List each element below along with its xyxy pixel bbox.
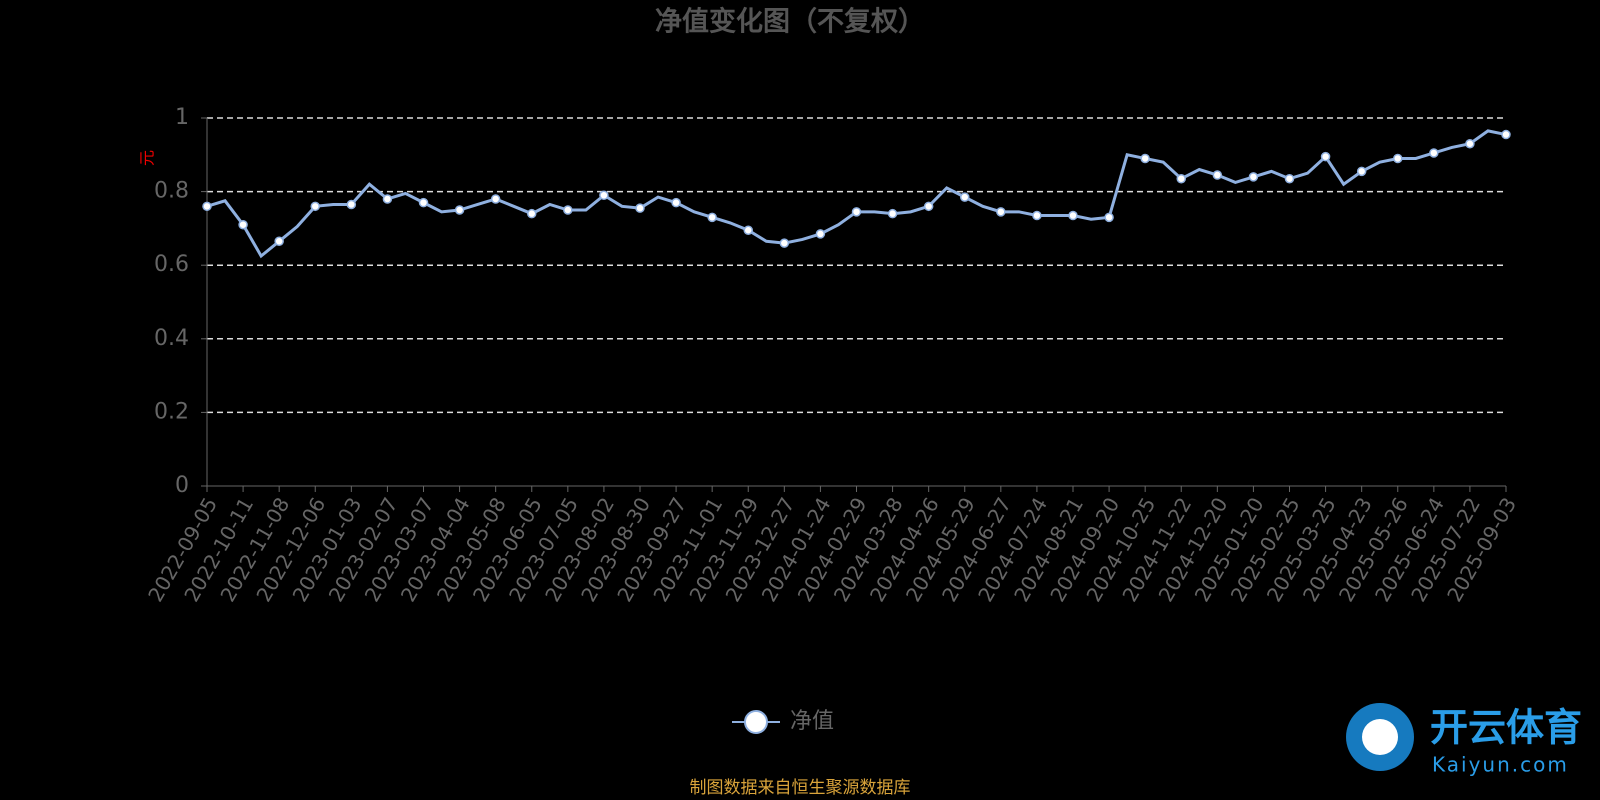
point-marker <box>382 194 393 204</box>
point-marker <box>527 208 537 219</box>
point-marker <box>1320 151 1331 162</box>
point-marker <box>779 238 790 248</box>
legend-label: 净值 <box>790 709 834 734</box>
point-marker <box>310 201 320 212</box>
y-tick-label: 0.4 <box>154 326 189 351</box>
point-marker <box>1248 172 1259 182</box>
point-marker <box>1032 210 1042 221</box>
point-marker <box>1212 170 1223 180</box>
y-tick-label: 0 <box>175 473 189 498</box>
point-marker <box>851 207 862 217</box>
y-axis-label: 元 <box>138 150 157 166</box>
watermark-url: Kaiyun.com <box>1432 753 1569 777</box>
point-marker <box>1176 173 1186 184</box>
point-marker <box>490 194 501 204</box>
point-marker <box>815 229 826 239</box>
point-marker <box>418 197 429 208</box>
source-note: 制图数据来自恒生聚源数据库 <box>690 778 911 798</box>
y-tick-label: 0.2 <box>154 399 189 424</box>
point-marker <box>202 201 212 212</box>
point-marker <box>1501 129 1511 140</box>
chart-title: 净值变化图（不复权） <box>655 6 925 38</box>
legend-marker <box>744 710 768 734</box>
y-tick-label: 0.6 <box>154 252 189 277</box>
point-marker <box>1068 210 1078 221</box>
point-marker <box>707 212 717 223</box>
point-marker <box>563 205 573 215</box>
point-marker <box>454 205 465 215</box>
y-tick-label: 0.8 <box>154 179 189 204</box>
point-marker <box>996 207 1006 217</box>
point-marker <box>1429 148 1439 158</box>
watermark-brand: 开云体育 <box>1430 706 1582 750</box>
point-marker <box>960 192 970 202</box>
point-marker <box>1284 173 1295 184</box>
point-marker <box>923 201 934 212</box>
point-marker <box>1104 212 1114 223</box>
watermark: 开云体育 Kaiyun.com <box>1346 703 1582 777</box>
logo-ball <box>1362 719 1398 755</box>
point-marker <box>671 197 681 208</box>
point-marker <box>743 225 753 235</box>
point-marker <box>887 208 898 219</box>
point-marker <box>599 190 609 201</box>
point-marker <box>274 236 284 247</box>
point-marker <box>1393 153 1403 164</box>
point-marker <box>1140 153 1150 164</box>
point-marker <box>635 203 645 213</box>
y-tick-label: 1 <box>175 105 189 130</box>
point-marker <box>238 219 248 230</box>
point-marker <box>1465 139 1475 149</box>
point-marker <box>1356 166 1367 177</box>
point-marker <box>346 199 357 210</box>
